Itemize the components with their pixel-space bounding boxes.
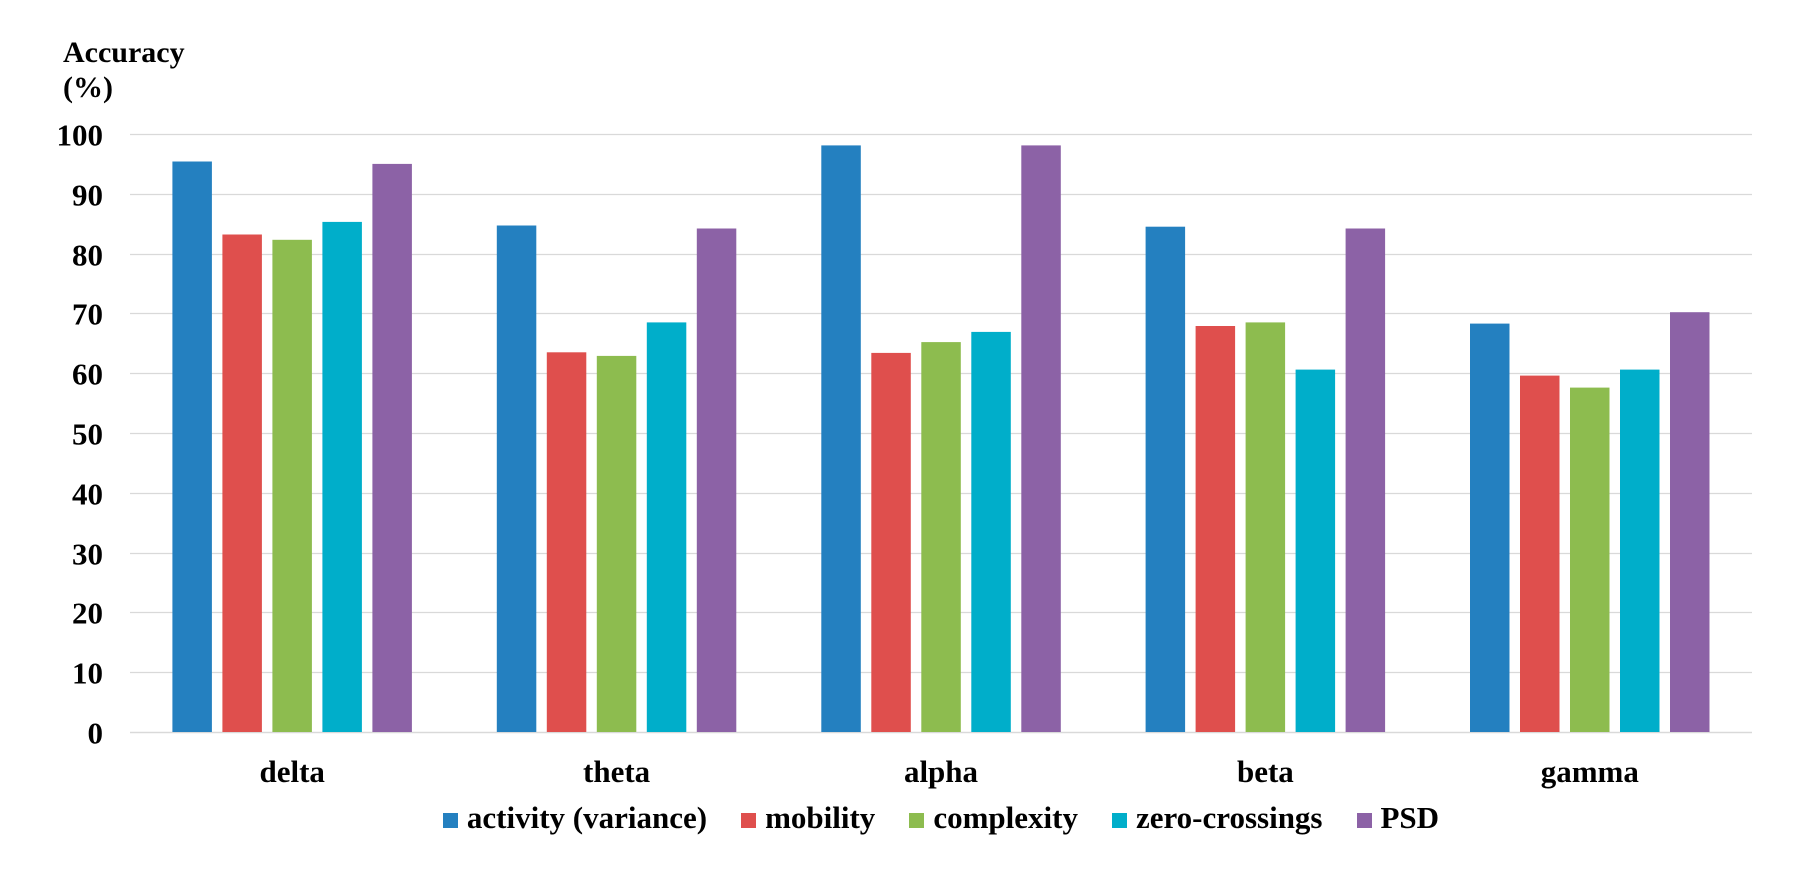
- y-tick-label: 0: [88, 716, 104, 751]
- legend-item: complexity: [909, 801, 1078, 835]
- bar-delta-activity-variance: [172, 161, 212, 732]
- bar-beta-complexity: [1245, 322, 1286, 732]
- y-tick-label: 30: [72, 537, 103, 572]
- y-tick-label: 90: [72, 178, 103, 213]
- y-tick-label: 60: [72, 357, 103, 392]
- x-category-label: beta: [1237, 754, 1294, 789]
- legend-swatch: [909, 812, 925, 828]
- x-axis-categories: delta theta alpha beta gamma: [259, 754, 1639, 789]
- y-axis-ticks: 0 10 20 30 40 50 60 70 80 90 100: [57, 118, 104, 751]
- y-tick-label: 100: [57, 118, 104, 153]
- bar-theta-complexity: [596, 355, 637, 732]
- bar-gamma-activity-variance: [1470, 323, 1510, 732]
- bar-gamma-mobility: [1520, 375, 1560, 732]
- legend-label: mobility: [765, 800, 876, 835]
- bar-delta-psd: [372, 163, 412, 732]
- y-axis-title: Accuracy: [63, 36, 185, 69]
- legend-label: zero-crossings: [1135, 800, 1323, 835]
- y-tick-label: 50: [72, 417, 103, 452]
- x-category-label: theta: [583, 754, 651, 789]
- legend-item: activity (variance): [442, 800, 708, 835]
- legend-item: zero-crossings: [1111, 800, 1323, 835]
- x-category-label: alpha: [904, 754, 979, 789]
- bar-delta-zero-crossings: [322, 221, 362, 732]
- legend-swatch: [1111, 812, 1127, 828]
- legend-item: PSD: [1356, 800, 1440, 835]
- bar-theta-psd: [696, 228, 737, 732]
- y-tick-label: 20: [72, 596, 103, 631]
- bar-gamma-zero-crossings: [1620, 369, 1660, 732]
- legend-item: mobility: [741, 801, 875, 835]
- bar-alpha-mobility: [871, 352, 911, 732]
- bar-beta-psd: [1345, 228, 1386, 732]
- legend-swatch: [442, 812, 458, 828]
- bar-theta-zero-crossings: [646, 322, 687, 732]
- legend-label: complexity: [933, 800, 1078, 835]
- bar-alpha-complexity: [921, 342, 961, 732]
- y-tick-label: 70: [72, 297, 103, 332]
- x-category-label: delta: [259, 754, 325, 789]
- bar-gamma-complexity: [1570, 387, 1610, 732]
- legend: activity (variance) mobility complexity zer…: [130, 800, 1752, 836]
- bar-gamma-psd: [1670, 312, 1710, 732]
- bar-beta-zero-crossings: [1295, 369, 1336, 732]
- y-tick-label: 10: [72, 656, 103, 691]
- bar-theta-activity-variance: [496, 225, 537, 732]
- bars: [172, 145, 1710, 733]
- bar-alpha-zero-crossings: [971, 331, 1011, 732]
- legend-label: activity (variance): [466, 800, 708, 835]
- bar-delta-mobility: [222, 234, 262, 732]
- legend-label: PSD: [1380, 800, 1440, 835]
- bar-beta-mobility: [1195, 326, 1236, 732]
- bar-alpha-psd: [1021, 145, 1061, 732]
- bar-alpha-activity-variance: [821, 145, 861, 732]
- y-tick-label: 80: [72, 238, 103, 273]
- legend-swatch: [741, 812, 757, 828]
- bar-theta-mobility: [546, 352, 587, 732]
- y-axis-unit: (%): [63, 71, 113, 104]
- legend-swatch: [1356, 812, 1372, 828]
- x-category-label: gamma: [1541, 754, 1640, 789]
- bar-beta-activity-variance: [1145, 226, 1186, 732]
- bar-delta-complexity: [272, 239, 312, 733]
- y-tick-label: 40: [72, 477, 103, 512]
